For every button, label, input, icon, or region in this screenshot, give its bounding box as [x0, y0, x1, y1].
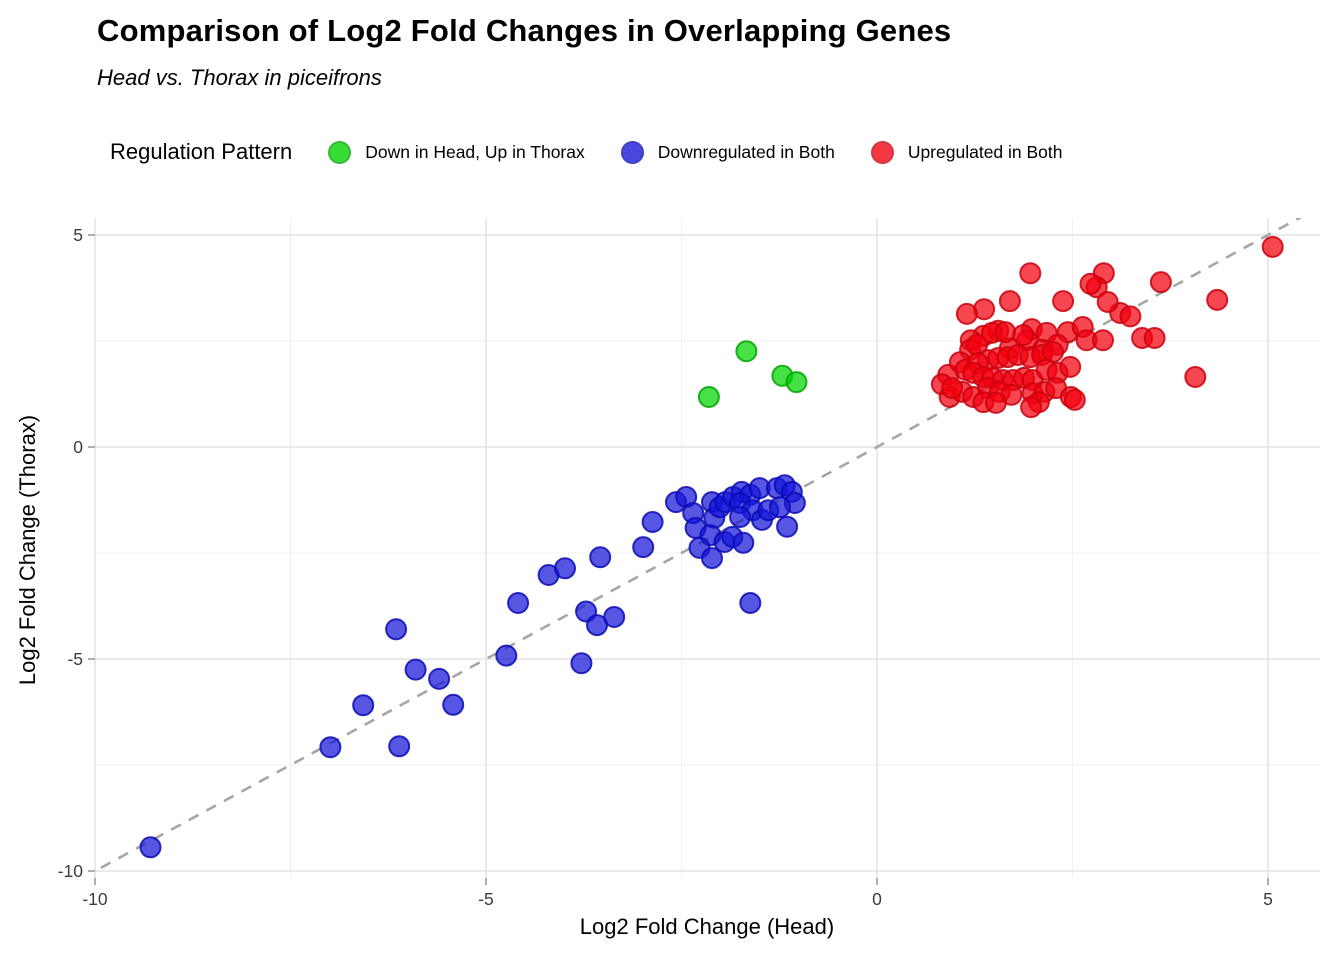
- data-point: [1206, 288, 1229, 311]
- data-point: [428, 667, 451, 690]
- data-point: [554, 557, 576, 580]
- data-point: [941, 377, 964, 400]
- y-tick-label: -10: [58, 861, 84, 881]
- data-point: [732, 531, 755, 554]
- y-axis-title: Log2 Fold Change (Thorax): [15, 414, 40, 686]
- data-point: [785, 371, 808, 394]
- data-point: [1059, 355, 1082, 378]
- data-point: [139, 836, 162, 859]
- data-point: [998, 290, 1021, 313]
- data-point: [1020, 396, 1043, 419]
- data-point: [1063, 388, 1086, 411]
- data-point: [1012, 324, 1035, 347]
- data-point: [1052, 290, 1075, 313]
- data-point: [697, 386, 720, 408]
- x-tick-label: -5: [478, 889, 494, 909]
- x-tick-label: 0: [872, 889, 882, 909]
- data-point: [589, 546, 612, 569]
- chart-subtitle: Head vs. Thorax in piceifrons: [97, 65, 382, 90]
- legend-item-label: Upregulated in Both: [907, 141, 1063, 162]
- data-point: [1096, 291, 1119, 313]
- data-point: [404, 658, 427, 681]
- data-point: [603, 606, 626, 628]
- data-point: [641, 511, 664, 533]
- data-point: [319, 736, 342, 759]
- data-point: [701, 547, 723, 570]
- legend-item-downregulated-both: Downregulated in Both: [620, 140, 835, 164]
- legend: Regulation Pattern Down in Head, Up in T…: [110, 134, 1063, 170]
- blue-dot-icon: [620, 140, 644, 164]
- data-point: [776, 515, 799, 538]
- data-point: [735, 340, 758, 363]
- data-point: [1079, 272, 1102, 295]
- data-point: [1019, 262, 1042, 285]
- y-tick-label: 0: [73, 437, 83, 457]
- data-point: [1184, 366, 1207, 388]
- data-point: [729, 506, 752, 528]
- data-point: [388, 735, 411, 758]
- data-point: [1092, 329, 1114, 352]
- data-point: [1149, 271, 1172, 294]
- legend-title: Regulation Pattern: [110, 139, 293, 164]
- chart-title: Comparison of Log2 Fold Changes in Overl…: [97, 13, 952, 48]
- legend-item-label: Downregulated in Both: [657, 141, 835, 162]
- data-point: [385, 618, 408, 641]
- data-point: [1261, 235, 1284, 258]
- y-tick-label: -5: [67, 649, 83, 669]
- y-tick-label: 5: [73, 225, 83, 245]
- red-dot-icon: [870, 140, 894, 164]
- data-point: [442, 693, 465, 716]
- legend-item-upregulated-both: Upregulated in Both: [870, 140, 1063, 164]
- x-tick-label: 5: [1263, 889, 1273, 909]
- green-dot-icon: [328, 140, 352, 164]
- data-point: [495, 644, 518, 667]
- data-point: [507, 592, 530, 614]
- data-point: [632, 536, 655, 559]
- data-point: [1143, 327, 1166, 349]
- data-point: [994, 321, 1017, 344]
- data-point: [1119, 305, 1142, 328]
- x-axis-title: Log2 Fold Change (Head): [579, 914, 835, 939]
- legend-item-label: Down in Head, Up in Thorax: [365, 141, 585, 162]
- data-point: [352, 694, 375, 717]
- legend-item-down-head-up-thorax: Down in Head, Up in Thorax: [328, 140, 585, 164]
- data-point: [570, 652, 593, 675]
- data-point: [955, 302, 978, 325]
- data-point: [984, 391, 1007, 414]
- data-point: [739, 592, 762, 614]
- x-tick-label: -10: [82, 889, 108, 909]
- data-point: [769, 496, 791, 519]
